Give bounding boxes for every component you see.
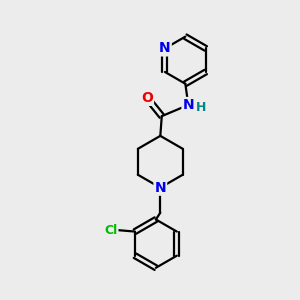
- Text: N: N: [159, 41, 171, 56]
- Text: O: O: [141, 91, 153, 105]
- Text: N: N: [154, 181, 166, 195]
- Text: N: N: [182, 98, 194, 112]
- Text: Cl: Cl: [104, 224, 118, 237]
- Text: H: H: [196, 101, 206, 114]
